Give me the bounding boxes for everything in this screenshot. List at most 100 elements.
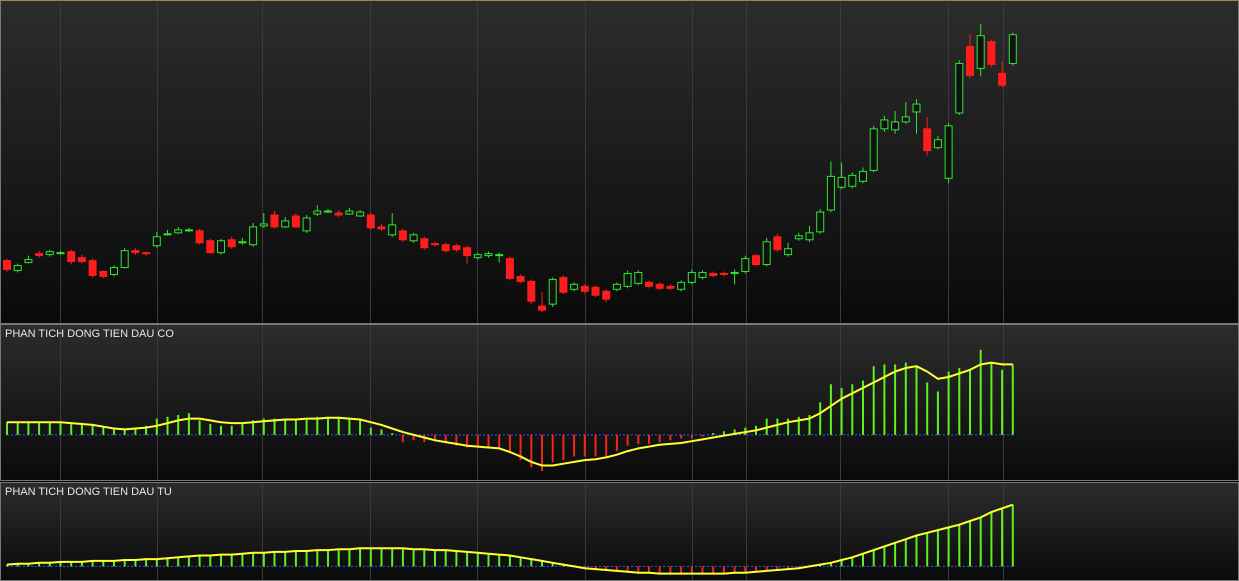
histogram-bar	[401, 434, 404, 443]
histogram-bar	[883, 364, 886, 435]
candle-body	[249, 226, 258, 246]
histogram-bar	[787, 566, 790, 570]
histogram-bar	[348, 418, 351, 435]
histogram-bar	[680, 566, 683, 574]
histogram-bar	[979, 517, 982, 567]
candle-body	[110, 267, 118, 275]
histogram-bar	[990, 362, 993, 435]
histogram-bar	[637, 434, 640, 444]
histogram-bar	[369, 427, 372, 435]
candle-body	[13, 265, 22, 271]
candle-body	[773, 236, 782, 251]
candle-body	[891, 121, 900, 131]
candle-body	[227, 239, 236, 248]
histogram-bar	[765, 566, 768, 571]
histogram-bar	[733, 429, 736, 435]
candle-body	[88, 260, 97, 276]
histogram-bar	[904, 362, 907, 435]
histogram-bar	[712, 566, 715, 574]
histogram-bar	[487, 553, 490, 567]
candle-body	[473, 254, 482, 259]
histogram-bar	[80, 561, 83, 567]
histogram-bar	[883, 546, 886, 567]
histogram-bar	[840, 560, 843, 567]
candle-body	[398, 230, 407, 241]
candle-body	[730, 271, 739, 274]
histogram-bar	[615, 434, 618, 452]
candle-body	[580, 285, 589, 292]
candle-body	[388, 224, 397, 236]
histogram-bar	[755, 566, 757, 572]
histogram-bar	[701, 434, 704, 437]
histogram-bar	[444, 550, 447, 567]
histogram-bar	[562, 434, 565, 461]
histogram-bar	[626, 434, 629, 446]
histogram-bar	[936, 391, 939, 435]
histogram-bar	[155, 559, 158, 567]
histogram-bar	[840, 387, 843, 435]
histogram-bar	[145, 559, 148, 567]
histogram-bar	[915, 535, 918, 567]
histogram-bar	[583, 434, 586, 457]
histogram-bar	[423, 549, 426, 567]
histogram-bar	[476, 552, 479, 567]
candle-body	[409, 234, 418, 242]
candle-body	[752, 255, 760, 266]
candle-body	[206, 240, 215, 254]
candle-body	[3, 260, 11, 270]
candle-body	[56, 252, 65, 255]
histogram-bar	[508, 555, 511, 567]
candle-body	[987, 41, 996, 65]
candle-body	[366, 214, 375, 229]
histogram-bar	[498, 434, 501, 450]
candle-body	[452, 245, 461, 251]
histogram-bar	[391, 433, 394, 435]
candle-body	[131, 250, 140, 254]
histogram-bar	[316, 550, 319, 567]
histogram-bar	[680, 434, 683, 439]
histogram-bar	[252, 420, 255, 435]
histogram-bar	[969, 521, 971, 567]
histogram-bar	[1001, 508, 1004, 567]
histogram-bar	[926, 532, 929, 567]
histogram-bar	[637, 566, 640, 573]
histogram-bar	[819, 402, 822, 435]
histogram-bar	[1011, 504, 1014, 567]
histogram-bar	[262, 418, 265, 435]
histogram-bar	[284, 418, 287, 435]
candle-body	[152, 236, 161, 247]
candle-body	[623, 272, 632, 287]
histogram-bar	[594, 566, 597, 570]
candle-body	[324, 210, 332, 213]
candle-body	[1008, 34, 1017, 64]
candle-body	[67, 251, 76, 263]
signal-line	[6, 503, 1014, 575]
histogram-bar	[27, 563, 30, 567]
histogram-bar	[166, 416, 169, 435]
histogram-bar	[70, 424, 73, 435]
candle-body	[516, 275, 525, 282]
histogram-bar	[1011, 364, 1014, 435]
histogram-bar	[701, 566, 704, 574]
histogram-bar	[359, 548, 362, 567]
candle-body	[570, 283, 579, 290]
histogram-bar	[241, 553, 244, 567]
histogram-bar	[305, 418, 308, 435]
candle-body	[291, 215, 300, 228]
histogram-bar	[851, 557, 854, 567]
candle-body	[505, 258, 514, 279]
histogram-bar	[412, 434, 415, 441]
histogram-bar	[294, 418, 297, 435]
histogram-bar	[91, 560, 94, 567]
histogram-bar	[594, 434, 597, 457]
histogram-bar	[894, 542, 897, 567]
candle-body	[848, 174, 857, 187]
histogram-bar	[198, 420, 201, 435]
histogram-bar	[648, 434, 650, 444]
histogram-bar	[273, 418, 276, 435]
histogram-bar	[145, 425, 148, 435]
candle-body	[377, 226, 386, 230]
candle-body	[645, 281, 653, 287]
histogram-bar	[380, 429, 383, 435]
histogram-bar	[273, 551, 276, 567]
